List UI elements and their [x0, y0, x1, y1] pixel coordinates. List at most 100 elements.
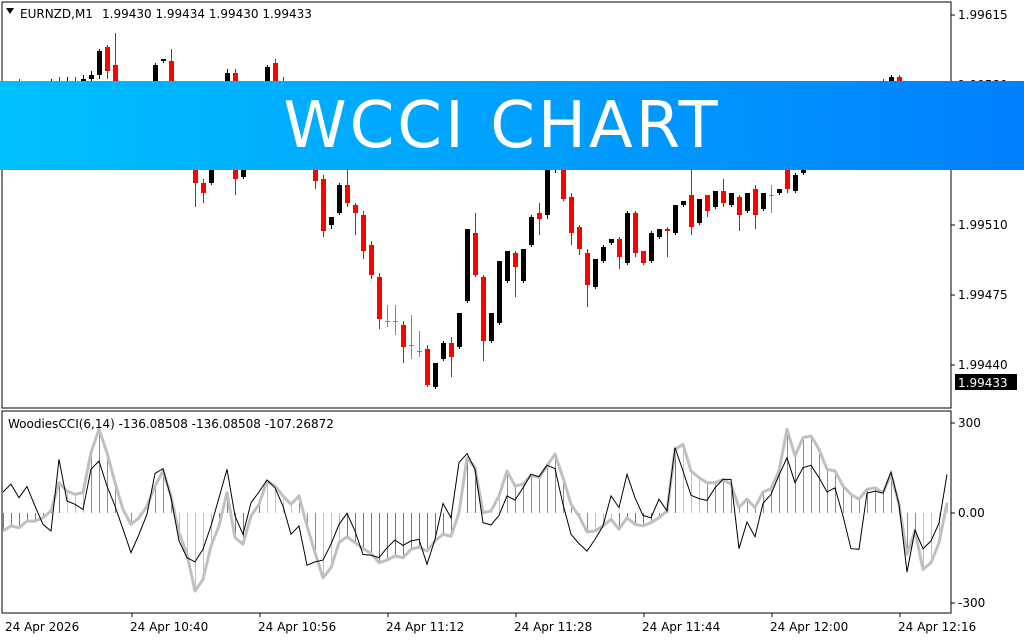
candle-body: [577, 227, 582, 249]
candle-body: [793, 175, 798, 191]
candle: [105, 45, 110, 79]
candle-body: [401, 325, 406, 347]
candle: [681, 201, 686, 207]
candle-body: [657, 229, 662, 237]
time-tick-label: 24 Apr 2026: [5, 620, 79, 634]
time-axis: 24 Apr 2026 24 Apr 10:40 24 Apr 10:56 24 Ap…: [5, 613, 976, 634]
candle-body: [449, 343, 454, 357]
candle-body: [601, 247, 606, 261]
candle: [649, 231, 654, 263]
ohlc-label: 1.99430 1.99434 1.99430 1.99433: [102, 7, 312, 21]
candle: [513, 251, 518, 297]
title-banner: WCCI CHART: [0, 81, 1024, 170]
candle-body: [585, 253, 590, 285]
candle: [593, 259, 598, 289]
candle: [201, 179, 206, 203]
candle-body: [433, 363, 438, 387]
candle: [369, 241, 374, 279]
candle: [329, 217, 334, 229]
candle-body: [481, 277, 486, 341]
candle: [761, 193, 766, 211]
time-tick-label: 24 Apr 10:40: [130, 620, 208, 634]
candle: [737, 195, 742, 231]
candle: [417, 331, 422, 357]
candle: [769, 185, 774, 213]
candle: [353, 203, 358, 235]
level-tick-label: 300: [958, 416, 981, 430]
candle-body: [337, 185, 342, 213]
candle-body: [785, 169, 790, 189]
candle: [537, 203, 542, 235]
candle-body: [345, 185, 350, 203]
candle: [377, 273, 382, 329]
candle: [441, 341, 446, 361]
candle-body: [705, 195, 710, 211]
candle-body: [497, 261, 502, 323]
candle-body: [273, 63, 278, 89]
candle: [673, 205, 678, 235]
candle-body: [473, 233, 478, 275]
collapse-triangle-icon[interactable]: [6, 8, 14, 14]
candle: [705, 195, 710, 217]
candle-body: [457, 313, 462, 347]
candle: [337, 183, 342, 215]
candle: [97, 49, 102, 79]
candle-body: [617, 239, 622, 257]
candle-body: [465, 229, 470, 301]
symbol-label: EURNZD,M1: [20, 7, 93, 21]
candle: [321, 175, 326, 237]
current-price-badge: [955, 374, 1017, 390]
candle: [569, 193, 574, 245]
candle: [729, 193, 734, 207]
candle: [745, 193, 750, 213]
candle-body: [537, 213, 542, 219]
candle-body: [113, 65, 118, 95]
candle: [777, 189, 782, 195]
price-tick-label: 1.99440: [958, 358, 1008, 372]
candle-body: [697, 199, 702, 223]
candle: [393, 305, 398, 335]
candle-body: [761, 193, 766, 209]
time-tick-label: 24 Apr 12:16: [898, 620, 976, 634]
candle-body: [361, 215, 366, 251]
candle: [361, 211, 366, 259]
candle-body: [545, 165, 550, 215]
candle: [585, 249, 590, 307]
candle-body: [673, 205, 678, 233]
main-chart-pane[interactable]: [1, 1, 952, 409]
candle: [433, 363, 438, 389]
candle-body: [681, 201, 686, 205]
tcci-6-line: [2, 447, 948, 573]
candle-body: [89, 75, 94, 79]
candle: [577, 225, 582, 255]
candle: [641, 251, 646, 265]
candle-body: [209, 165, 214, 183]
candle: [713, 191, 718, 209]
candle: [457, 313, 462, 349]
candle-body: [625, 213, 630, 263]
candle-body: [97, 51, 102, 75]
candle: [489, 313, 494, 343]
candle: [449, 337, 454, 377]
candle: [521, 249, 526, 283]
candle: [617, 237, 622, 269]
candle-body: [689, 195, 694, 227]
candle: [473, 213, 478, 277]
candle-body: [713, 191, 718, 207]
candle-body: [513, 253, 518, 267]
candle-body: [425, 349, 430, 385]
candle-body: [153, 65, 158, 85]
candle-body: [441, 343, 446, 359]
candle-body: [161, 59, 166, 61]
candle-body: [593, 259, 598, 287]
candle: [657, 229, 662, 239]
price-axis: 1.996151.995801.995451.995101.994751.994…: [951, 8, 1008, 372]
candle: [481, 275, 486, 361]
candle: [609, 239, 614, 245]
candle: [409, 315, 414, 359]
candle: [385, 305, 390, 327]
indicator-label: WoodiesCCI(6,14) -136.08508 -136.08508 -…: [8, 417, 334, 431]
candle: [345, 165, 350, 207]
candle: [793, 173, 798, 193]
